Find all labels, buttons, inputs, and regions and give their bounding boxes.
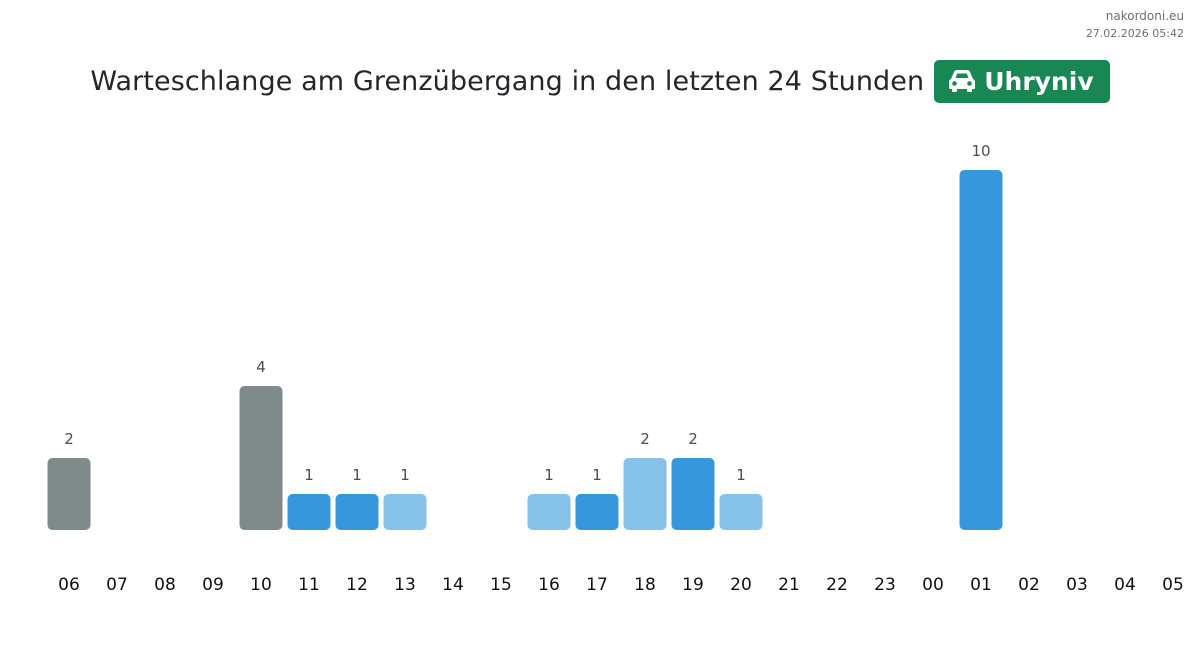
- car-icon: [948, 69, 976, 93]
- x-tick-05: 05: [1162, 575, 1184, 595]
- x-tick-12: 12: [346, 575, 368, 595]
- value-label-10: 4: [256, 358, 266, 376]
- bar-18: [623, 458, 667, 530]
- x-tick-03: 03: [1066, 575, 1088, 595]
- value-label-13: 1: [400, 466, 410, 484]
- chart-title: Warteschlange am Grenzübergang in den le…: [90, 65, 925, 97]
- value-label-19: 2: [688, 430, 698, 448]
- x-tick-21: 21: [778, 575, 800, 595]
- x-tick-15: 15: [490, 575, 512, 595]
- x-tick-02: 02: [1018, 575, 1040, 595]
- value-label-12: 1: [352, 466, 362, 484]
- x-tick-04: 04: [1114, 575, 1136, 595]
- bar-13: [383, 494, 427, 530]
- x-tick-09: 09: [202, 575, 224, 595]
- x-tick-16: 16: [538, 575, 560, 595]
- watermark-site: nakordoni.eu: [1105, 9, 1184, 23]
- watermark: nakordoni.eu 27.02.2026 05:42: [1086, 9, 1184, 41]
- value-label-18: 2: [640, 430, 650, 448]
- x-tick-20: 20: [730, 575, 752, 595]
- x-tick-18: 18: [634, 575, 656, 595]
- value-label-20: 1: [736, 466, 746, 484]
- bar-16: [527, 494, 571, 530]
- bar-19: [671, 458, 715, 530]
- x-tick-14: 14: [442, 575, 464, 595]
- value-label-17: 1: [592, 466, 602, 484]
- bar-11: [287, 494, 331, 530]
- chart-header: Warteschlange am Grenzübergang in den le…: [0, 58, 1200, 104]
- x-tick-19: 19: [682, 575, 704, 595]
- value-label-16: 1: [544, 466, 554, 484]
- x-tick-08: 08: [154, 575, 176, 595]
- x-tick-00: 00: [922, 575, 944, 595]
- value-label-06: 2: [64, 430, 74, 448]
- bar-06: [47, 458, 91, 530]
- x-tick-23: 23: [874, 575, 896, 595]
- x-tick-06: 06: [58, 575, 80, 595]
- bar-10: [239, 386, 283, 530]
- x-tick-01: 01: [970, 575, 992, 595]
- value-label-01: 10: [971, 142, 990, 160]
- x-tick-11: 11: [298, 575, 320, 595]
- x-tick-07: 07: [106, 575, 128, 595]
- bar-20: [719, 494, 763, 530]
- crossing-badge: Uhryniv: [934, 59, 1110, 103]
- x-tick-10: 10: [250, 575, 272, 595]
- watermark-timestamp: 27.02.2026 05:42: [1085, 27, 1184, 40]
- x-tick-13: 13: [394, 575, 416, 595]
- bar-12: [335, 494, 379, 530]
- x-tick-17: 17: [586, 575, 608, 595]
- bar-01: [959, 170, 1003, 530]
- x-tick-22: 22: [826, 575, 848, 595]
- value-label-11: 1: [304, 466, 314, 484]
- bar-17: [575, 494, 619, 530]
- badge-label: Uhryniv: [984, 66, 1094, 96]
